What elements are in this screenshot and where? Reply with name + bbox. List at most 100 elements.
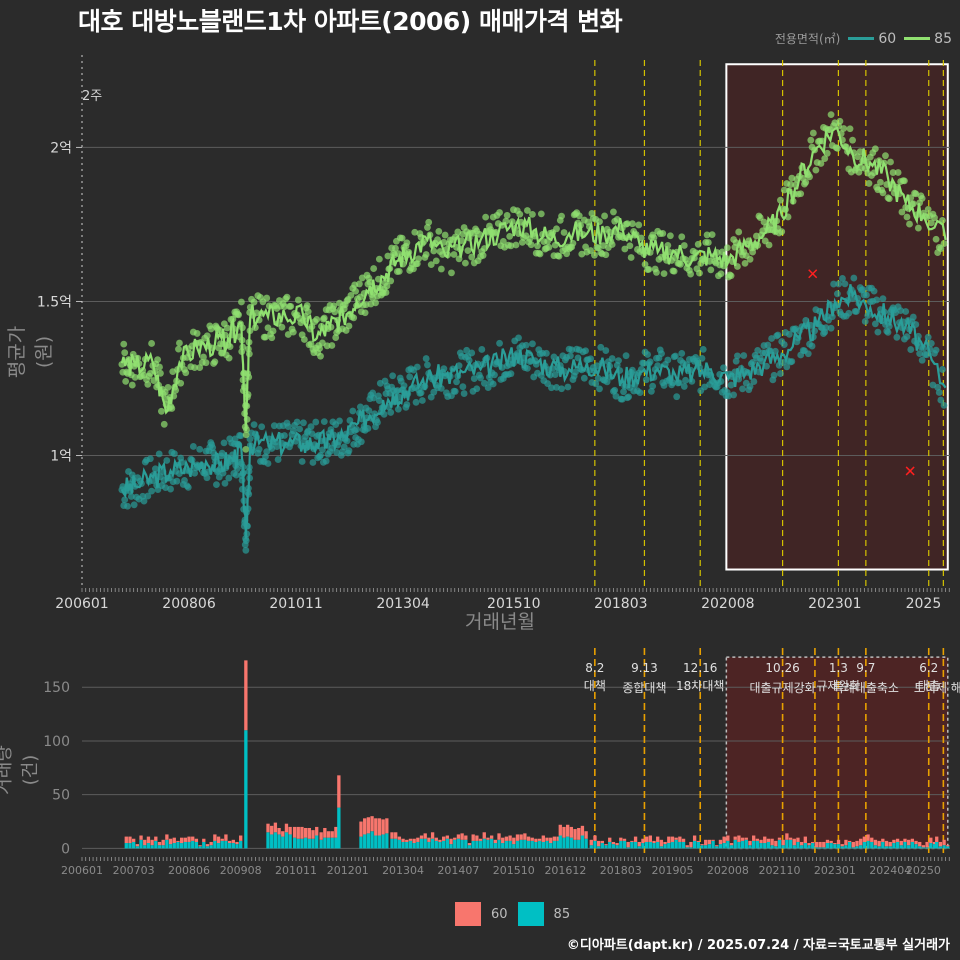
scatter-point-60 bbox=[163, 457, 171, 464]
scatter-point-85 bbox=[496, 209, 503, 216]
bar-85 bbox=[681, 841, 686, 849]
bar-60 bbox=[946, 845, 950, 847]
bar-85 bbox=[781, 845, 785, 849]
scatter-point-60 bbox=[220, 439, 228, 447]
scatter-point-60 bbox=[284, 423, 292, 430]
y-tick-label: 50 bbox=[52, 788, 70, 804]
bar-60 bbox=[139, 835, 143, 840]
bar-85 bbox=[608, 841, 612, 849]
bar-85 bbox=[412, 843, 416, 849]
scatter-point-85 bbox=[475, 230, 483, 238]
scatter-point-85 bbox=[894, 169, 902, 176]
scatter-point-85 bbox=[175, 345, 182, 353]
scatter-point-60 bbox=[273, 443, 281, 450]
bar-85 bbox=[519, 839, 523, 849]
scatter-point-85 bbox=[704, 239, 712, 246]
scatter-point-60 bbox=[636, 389, 644, 397]
bar-85 bbox=[549, 843, 553, 849]
bar-85 bbox=[892, 843, 896, 849]
scatter-point-60 bbox=[808, 342, 816, 350]
scatter-point-85 bbox=[506, 232, 514, 240]
bar-60 bbox=[132, 838, 136, 842]
scatter-point-85 bbox=[537, 210, 545, 218]
bar-85 bbox=[895, 841, 900, 849]
scatter-point-85 bbox=[678, 233, 686, 241]
scatter-point-85 bbox=[645, 265, 653, 273]
scatter-point-85 bbox=[802, 178, 810, 186]
bar-85 bbox=[840, 846, 844, 849]
scatter-point-60 bbox=[608, 355, 616, 362]
scatter-point-85 bbox=[694, 240, 702, 248]
bar-60 bbox=[416, 837, 420, 842]
bar-60 bbox=[907, 839, 911, 846]
scatter-point-85 bbox=[523, 207, 531, 214]
scatter-point-60 bbox=[612, 392, 620, 400]
bar-85 bbox=[292, 837, 297, 849]
scatter-point-85 bbox=[203, 332, 211, 340]
bar-85 bbox=[202, 841, 206, 849]
scatter-point-60 bbox=[822, 324, 830, 332]
scatter-point-60 bbox=[124, 502, 131, 510]
bottom-legend: 60 85 bbox=[455, 902, 570, 926]
scatter-point-85 bbox=[384, 252, 392, 260]
scatter-point-85 bbox=[287, 303, 295, 310]
scatter-point-60 bbox=[149, 477, 157, 484]
y-tick-label: 1억 bbox=[50, 449, 72, 465]
bar-60 bbox=[667, 836, 671, 844]
bar-85 bbox=[515, 840, 520, 849]
bar-60 bbox=[866, 834, 870, 841]
bar-60 bbox=[678, 836, 682, 842]
bar-85 bbox=[363, 834, 367, 849]
scatter-point-60 bbox=[412, 398, 420, 406]
bar-85 bbox=[537, 840, 542, 849]
bar-60 bbox=[748, 840, 752, 846]
scatter-point-85 bbox=[723, 244, 731, 252]
bar-85 bbox=[213, 840, 217, 849]
bar-60 bbox=[938, 841, 943, 847]
bar-85 bbox=[128, 843, 132, 849]
bar-85 bbox=[143, 845, 147, 849]
bar-85 bbox=[337, 807, 341, 849]
bar-60 bbox=[558, 824, 562, 836]
bar-60 bbox=[825, 839, 830, 844]
bar-85 bbox=[855, 846, 859, 849]
scatter-point-60 bbox=[167, 485, 174, 493]
bar-60 bbox=[818, 841, 822, 848]
bar-60 bbox=[471, 834, 475, 841]
bar-85 bbox=[453, 839, 457, 849]
scatter-point-60 bbox=[770, 371, 778, 379]
scatter-point-60 bbox=[484, 384, 492, 392]
bar-85 bbox=[884, 846, 889, 849]
scatter-point-85 bbox=[807, 136, 815, 144]
scatter-point-85 bbox=[787, 181, 794, 188]
bar-60 bbox=[589, 839, 593, 846]
bar-85 bbox=[161, 845, 165, 849]
scatter-point-60 bbox=[833, 290, 841, 298]
scatter-point-85 bbox=[392, 244, 399, 252]
scatter-point-60 bbox=[465, 357, 473, 364]
bar-85 bbox=[818, 847, 822, 849]
bar-60 bbox=[530, 837, 534, 841]
bar-85 bbox=[146, 843, 151, 849]
bar-85 bbox=[552, 840, 557, 849]
scatter-point-85 bbox=[331, 308, 339, 316]
scatter-point-60 bbox=[515, 334, 522, 342]
policy-date-label: 12.16 bbox=[683, 661, 717, 675]
bar-85 bbox=[670, 841, 675, 849]
policy-date-label: 8.2 bbox=[585, 661, 604, 675]
bar-85 bbox=[763, 843, 767, 849]
scatter-point-60 bbox=[293, 418, 301, 426]
scatter-point-85 bbox=[653, 269, 660, 276]
bar-85 bbox=[659, 846, 664, 849]
scatter-point-60 bbox=[764, 341, 772, 349]
scatter-point-85 bbox=[601, 212, 608, 220]
scatter-point-60 bbox=[300, 419, 307, 427]
bar-85 bbox=[231, 843, 235, 849]
bar-60 bbox=[799, 841, 804, 846]
scatter-point-85 bbox=[347, 291, 355, 299]
bar-60 bbox=[737, 835, 741, 842]
bar-60 bbox=[146, 836, 151, 844]
bar-85 bbox=[597, 846, 601, 849]
scatter-point-85 bbox=[756, 214, 764, 221]
bar-85 bbox=[674, 839, 678, 849]
